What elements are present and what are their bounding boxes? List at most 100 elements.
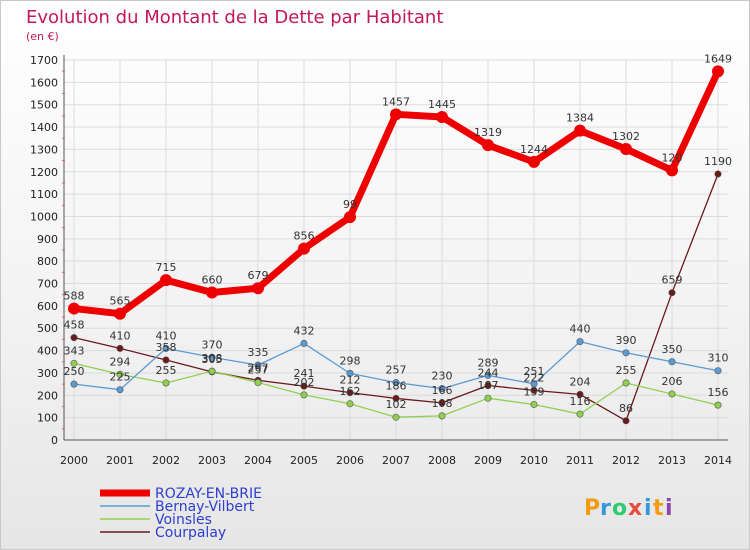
data-label: 1244 <box>520 143 548 156</box>
data-point <box>208 367 216 375</box>
data-label: 212 <box>340 374 361 387</box>
data-point <box>576 338 584 346</box>
x-tick-label: 2008 <box>428 454 456 467</box>
data-point <box>484 394 492 402</box>
y-tick-label: 300 <box>37 367 58 380</box>
y-tick-label: 400 <box>37 345 58 358</box>
data-point <box>484 381 492 389</box>
data-label: 99 <box>343 198 357 211</box>
y-tick-label: 600 <box>37 300 58 313</box>
logo-letter: i <box>644 496 652 521</box>
legend-label: Voinsles <box>155 512 212 528</box>
data-label: 410 <box>110 329 131 342</box>
data-point <box>208 353 216 361</box>
data-label: 440 <box>570 323 591 336</box>
data-label: 108 <box>432 397 453 410</box>
y-tick-label: 500 <box>37 322 58 335</box>
y-tick-label: 1300 <box>30 143 58 156</box>
data-point <box>714 367 722 375</box>
data-labels: 588 565 715 660 679 856 99 1457 1445 1319 1244 1384… <box>64 52 733 414</box>
data-point <box>668 289 676 297</box>
legend-label: Courpalay <box>155 525 226 541</box>
data-label: 1319 <box>474 126 502 139</box>
data-point <box>298 242 310 255</box>
data-label: 1302 <box>612 130 640 143</box>
data-point <box>300 339 308 347</box>
data-label: 308 <box>202 352 223 365</box>
data-label: 350 <box>662 343 683 356</box>
data-point <box>576 410 584 418</box>
data-label: 251 <box>524 365 545 378</box>
data-point <box>346 400 354 408</box>
data-label: 310 <box>708 352 729 365</box>
x-tick-label: 2003 <box>198 454 226 467</box>
data-label: 156 <box>708 386 729 399</box>
y-tick-label: 200 <box>37 389 58 402</box>
data-point <box>114 307 126 320</box>
data-point <box>482 139 494 152</box>
data-point <box>346 389 354 397</box>
data-label: 187 <box>478 379 499 392</box>
data-label: 715 <box>156 261 177 274</box>
data-point <box>530 380 538 388</box>
chart-subtitle: (en €) <box>26 30 59 43</box>
data-label: 1384 <box>566 112 594 125</box>
y-tick-label: 700 <box>37 278 58 291</box>
y-tick-label: 800 <box>37 255 58 268</box>
data-label: 257 <box>386 364 407 377</box>
data-point <box>438 412 446 420</box>
data-point <box>574 124 586 137</box>
x-tick-label: 2010 <box>520 454 548 467</box>
x-tick-label: 2014 <box>704 454 732 467</box>
y-tick-label: 1600 <box>30 76 58 89</box>
data-point <box>70 359 78 367</box>
data-label: 86 <box>619 402 633 415</box>
data-label: 225 <box>110 371 131 384</box>
logo-letter: x <box>628 496 642 521</box>
y-tick-label: 1200 <box>30 166 58 179</box>
y-tick-label: 1000 <box>30 210 58 223</box>
data-point <box>300 382 308 390</box>
data-label: 289 <box>478 356 499 369</box>
x-tick-label: 2004 <box>244 454 272 467</box>
data-label: 204 <box>570 375 591 388</box>
data-label: 202 <box>294 376 315 389</box>
data-label: 335 <box>248 346 269 359</box>
data-label: 856 <box>294 230 315 243</box>
data-point <box>622 417 630 425</box>
data-label: 358 <box>156 341 177 354</box>
data-point <box>436 111 448 123</box>
legend: ROZAY-EN-BRIEBernay-VilbertVoinslesCourp… <box>100 486 262 541</box>
data-label: 230 <box>432 370 453 383</box>
data-label: 1190 <box>704 155 732 168</box>
data-point <box>714 401 722 409</box>
x-tick-label: 2009 <box>474 454 502 467</box>
data-label: 250 <box>64 365 85 378</box>
data-point <box>530 400 538 408</box>
data-label: 255 <box>156 364 177 377</box>
data-point <box>346 369 354 377</box>
legend-label: ROZAY-EN-BRIE <box>155 486 262 502</box>
data-label: 244 <box>478 366 499 379</box>
data-label: 206 <box>662 375 683 388</box>
logo-letter: i <box>665 496 673 521</box>
data-point <box>714 170 722 178</box>
data-label: 660 <box>202 273 223 286</box>
data-point <box>438 399 446 407</box>
x-tick-label: 2002 <box>152 454 180 467</box>
data-label: 370 <box>202 338 223 351</box>
data-label: 1649 <box>704 52 732 65</box>
data-label: 120 <box>662 151 683 164</box>
data-label: 1457 <box>382 95 410 108</box>
data-point <box>70 380 78 388</box>
data-label: 588 <box>64 290 85 303</box>
data-label: 432 <box>294 324 315 337</box>
data-label: 390 <box>616 334 637 347</box>
data-point <box>116 386 124 394</box>
data-label: 305 <box>202 353 223 366</box>
logo-letter: r <box>600 496 611 521</box>
data-label: 159 <box>524 385 545 398</box>
data-point <box>70 334 78 342</box>
